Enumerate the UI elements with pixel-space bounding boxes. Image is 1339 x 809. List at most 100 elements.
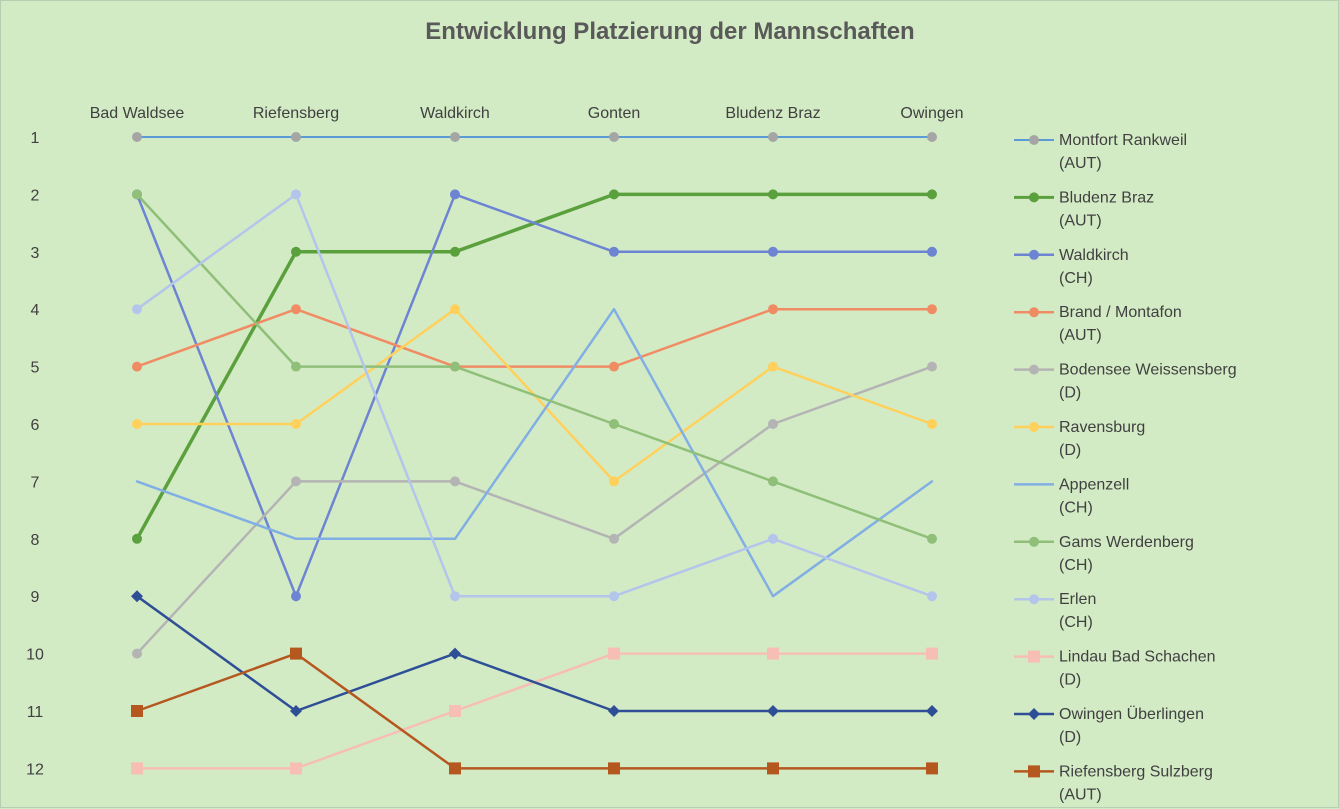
legend-marker-owingen-ueberlingen [1028, 708, 1040, 720]
data-point-montfort-rankweil-owingen [927, 132, 937, 142]
data-point-owingen-ueberlingen-bad-waldsee [131, 590, 143, 603]
x-tick-label-riefensberg: Riefensberg [253, 105, 339, 122]
data-point-bludenz-braz-owingen [927, 189, 937, 200]
data-point-ravensburg-riefensberg [291, 419, 301, 429]
data-point-owingen-ueberlingen-riefensberg [290, 705, 302, 717]
data-point-bludenz-braz-gonten [609, 189, 619, 200]
data-point-riefensberg-sulzberg-bludenz-braz [767, 762, 779, 775]
legend-country-appenzell: (CH) [1059, 499, 1093, 516]
y-tick-label-11: 11 [27, 704, 44, 721]
series-lines [135, 136, 934, 770]
series-line-appenzell [135, 307, 934, 598]
legend-label-appenzell: Appenzell [1059, 476, 1129, 493]
legend-label-waldkirch: Waldkirch [1059, 247, 1129, 264]
data-point-riefensberg-sulzberg-waldkirch [449, 762, 461, 775]
legend-marker-gams-werdenberg [1029, 536, 1039, 547]
y-tick-label-8: 8 [31, 532, 40, 549]
data-point-brand-montafon-bad-waldsee [132, 361, 142, 372]
legend-label-ravensburg: Ravensburg [1059, 419, 1145, 436]
data-point-riefensberg-sulzberg-riefensberg [290, 647, 302, 660]
legend-marker-bodensee-weissensberg [1029, 364, 1039, 375]
data-point-riefensberg-sulzberg-owingen [926, 762, 938, 775]
x-axis-labels: Bad Waldsee Riefensberg Waldkirch Gonten Blu… [90, 105, 964, 122]
data-point-bludenz-braz-bludenz-braz [768, 189, 778, 200]
legend-country-gams-werdenberg: (CH) [1059, 557, 1093, 574]
data-point-erlen-riefensberg [291, 189, 301, 200]
legend-label-lindau-bad-schachen: Lindau Bad Schachen [1059, 649, 1216, 666]
data-point-brand-montafon-gonten [609, 361, 619, 372]
legend-country-bludenz-braz: (AUT) [1059, 212, 1102, 229]
legend-marker-erlen [1029, 594, 1039, 605]
data-point-lindau-bad-schachen-bad-waldsee [131, 762, 143, 775]
legend-country-riefensberg-sulzberg: (AUT) [1059, 786, 1102, 803]
data-point-gams-werdenberg-riefensberg [291, 361, 301, 372]
legend-label-bludenz-braz: Bludenz Braz [1059, 189, 1154, 206]
data-point-montfort-rankweil-bludenz-braz [768, 132, 778, 142]
y-tick-label-10: 10 [26, 647, 44, 664]
data-point-bodensee-weissensberg-gonten [609, 533, 619, 544]
series-line-riefensberg-sulzberg [135, 652, 934, 770]
data-point-montfort-rankweil-riefensberg [291, 132, 301, 142]
data-point-gams-werdenberg-bad-waldsee [132, 189, 142, 200]
data-point-ravensburg-bad-waldsee [132, 419, 142, 429]
x-tick-label-waldkirch: Waldkirch [420, 105, 490, 122]
data-point-gams-werdenberg-waldkirch [450, 361, 460, 372]
data-point-waldkirch-waldkirch [450, 189, 460, 200]
data-point-owingen-ueberlingen-owingen [926, 705, 938, 717]
data-point-erlen-owingen [927, 591, 937, 602]
data-point-lindau-bad-schachen-gonten [608, 647, 620, 660]
data-point-erlen-bad-waldsee [132, 304, 142, 315]
data-point-waldkirch-bludenz-braz [768, 246, 778, 257]
data-point-brand-montafon-bludenz-braz [768, 304, 778, 315]
data-point-waldkirch-owingen [927, 246, 937, 257]
data-point-waldkirch-riefensberg [291, 591, 301, 602]
x-tick-label-owingen: Owingen [900, 105, 963, 122]
x-tick-label-bludenz-braz: Bludenz Braz [725, 105, 820, 122]
data-point-bodensee-weissensberg-owingen [927, 361, 937, 372]
data-point-montfort-rankweil-gonten [609, 132, 619, 142]
data-point-lindau-bad-schachen-owingen [926, 647, 938, 660]
series-line-owingen-ueberlingen [135, 594, 934, 713]
data-point-bludenz-braz-riefensberg [291, 246, 301, 257]
data-point-ravensburg-gonten [609, 476, 619, 487]
series-line-brand-montafon [135, 307, 934, 368]
legend-country-erlen: (CH) [1059, 614, 1093, 631]
data-point-lindau-bad-schachen-riefensberg [290, 762, 302, 775]
x-tick-label-gonten: Gonten [588, 105, 640, 122]
data-point-bodensee-weissensberg-bad-waldsee [132, 648, 142, 659]
legend-label-gams-werdenberg: Gams Werdenberg [1059, 534, 1194, 551]
data-point-montfort-rankweil-waldkirch [450, 132, 460, 142]
y-tick-label-4: 4 [31, 302, 40, 319]
data-point-montfort-rankweil-bad-waldsee [132, 132, 142, 142]
y-tick-label-12: 12 [26, 761, 44, 778]
legend-marker-ravensburg [1029, 422, 1039, 432]
legend-marker-lindau-bad-schachen [1028, 650, 1040, 663]
y-tick-label-9: 9 [31, 589, 40, 606]
legend-marker-waldkirch [1029, 249, 1039, 260]
series-line-bodensee-weissensberg [135, 365, 934, 655]
y-tick-label-3: 3 [31, 245, 40, 262]
data-point-bludenz-braz-bad-waldsee [132, 533, 142, 544]
data-point-ravensburg-waldkirch [450, 304, 460, 315]
data-point-lindau-bad-schachen-waldkirch [449, 705, 461, 717]
series-line-erlen [135, 193, 934, 598]
data-point-riefensberg-sulzberg-gonten [608, 762, 620, 775]
legend-label-erlen: Erlen [1059, 591, 1096, 608]
legend-label-riefensberg-sulzberg: Riefensberg Sulzberg [1059, 763, 1213, 780]
legend-country-ravensburg: (D) [1059, 442, 1081, 459]
y-tick-label-5: 5 [31, 360, 40, 377]
data-point-bludenz-braz-waldkirch [450, 246, 460, 257]
chart-title: Entwicklung Platzierung der Mannschaften [425, 18, 914, 45]
y-tick-label-6: 6 [31, 417, 40, 434]
data-point-waldkirch-gonten [609, 246, 619, 257]
legend-marker-riefensberg-sulzberg [1028, 765, 1040, 778]
legend-marker-brand-montafon [1029, 307, 1039, 318]
series-markers [131, 132, 938, 775]
legend-label-montfort-rankweil: Montfort Rankweil [1059, 132, 1187, 149]
data-point-erlen-gonten [609, 591, 619, 602]
data-point-bodensee-weissensberg-bludenz-braz [768, 419, 778, 429]
x-tick-label-bad-waldsee: Bad Waldsee [90, 105, 185, 122]
